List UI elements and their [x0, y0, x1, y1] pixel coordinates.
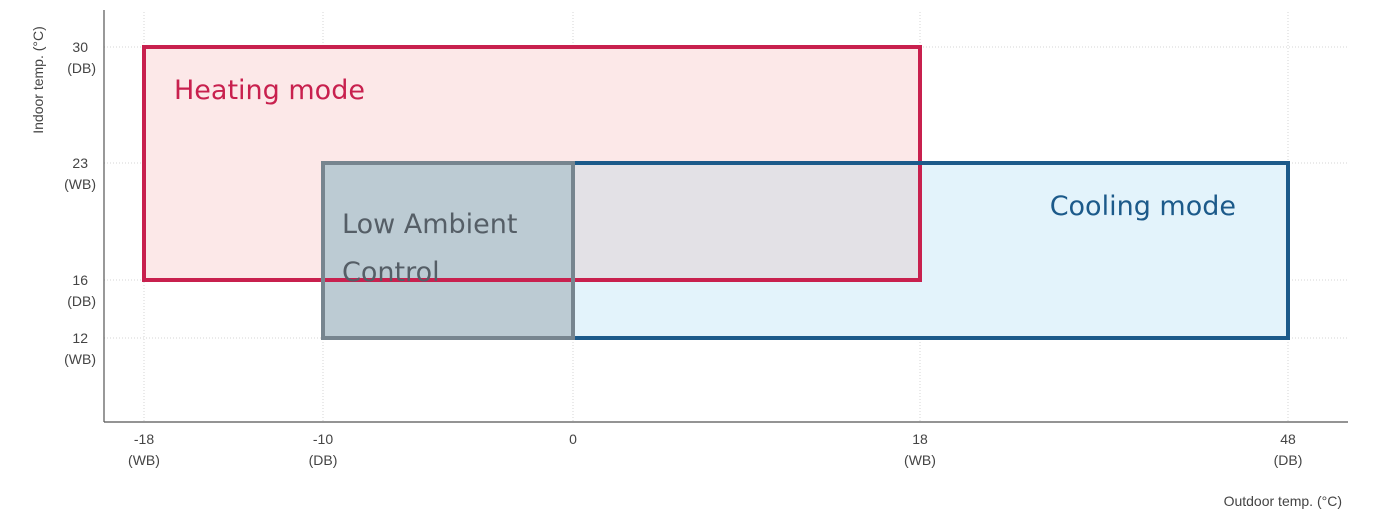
y-tick-label: 30 [72, 39, 88, 55]
y-tick-sublabel: (WB) [64, 176, 96, 192]
x-tick-sublabel: (DB) [309, 452, 338, 468]
low-ambient-control-area [323, 163, 573, 338]
y-tick-label: 16 [72, 272, 88, 288]
y-tick-label: 12 [72, 330, 88, 346]
heating-cooling-overlap-area [573, 163, 920, 280]
tick-labels: -18 (WB) -10 (DB) 0 18 (WB) 48 (DB) 30 (DB) 23 (WB) 1… [64, 39, 1302, 468]
x-axis-title: Outdoor temp. (°C) [1224, 493, 1342, 509]
x-tick-label: -10 [313, 431, 333, 447]
cooling-mode-label: Cooling mode [1050, 191, 1236, 222]
y-tick-label: 23 [72, 155, 88, 171]
x-tick-label: 0 [569, 431, 577, 447]
region-labels: Heating mode Cooling mode Low Ambient Contr… [174, 75, 1236, 288]
y-axis-title: Indoor temp. (°C) [30, 26, 46, 134]
heating-mode-label: Heating mode [174, 75, 365, 106]
y-tick-sublabel: (DB) [67, 60, 96, 76]
x-tick-label: 48 [1280, 431, 1296, 447]
x-tick-label: -18 [134, 431, 154, 447]
x-tick-sublabel: (DB) [1274, 452, 1303, 468]
y-tick-sublabel: (DB) [67, 293, 96, 309]
low-ambient-control-outline [321, 161, 575, 340]
x-tick-label: 18 [912, 431, 928, 447]
x-tick-sublabel: (WB) [128, 452, 160, 468]
y-tick-sublabel: (WB) [64, 351, 96, 367]
low-ambient-control-label-line2: Control [342, 257, 440, 288]
mode-regions [142, 45, 1290, 340]
x-tick-sublabel: (WB) [904, 452, 936, 468]
axes [103, 10, 1348, 423]
low-ambient-control-label: Low Ambient [342, 209, 517, 240]
